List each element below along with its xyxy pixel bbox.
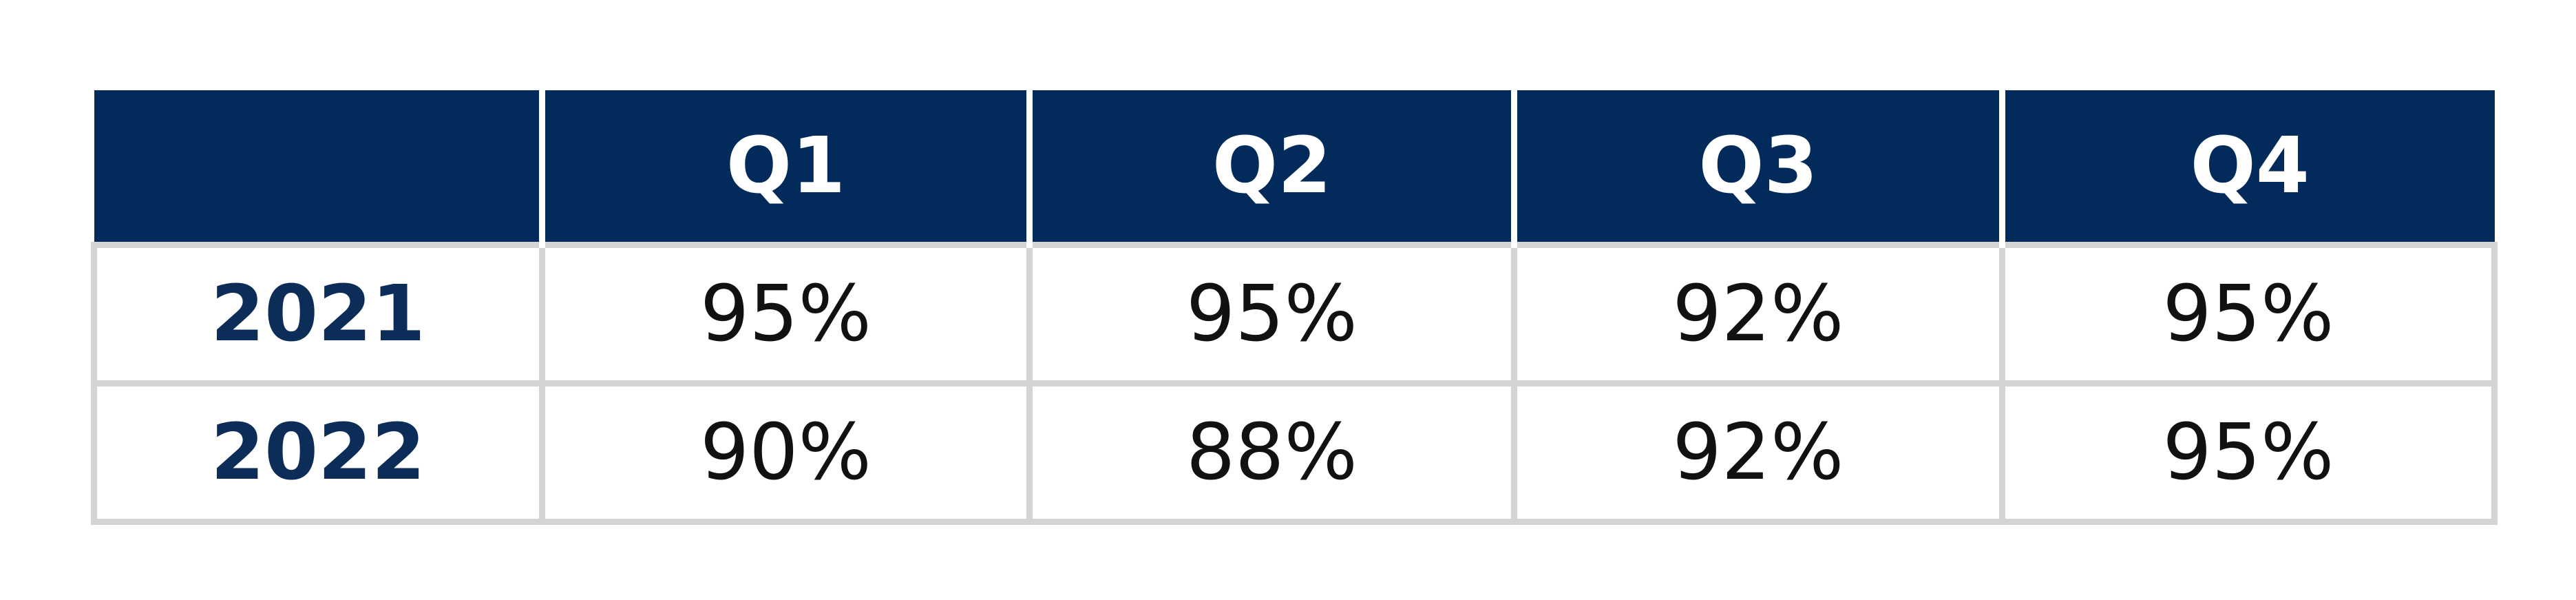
header-cell: Q4: [1999, 90, 2495, 245]
table-row: 2022 90% 88% 92% 95%: [91, 380, 2498, 525]
table-cell: 90%: [539, 380, 1033, 525]
header-cell: Q2: [1026, 90, 1517, 245]
table-cell: 92%: [1511, 242, 2005, 386]
header-cell: Q3: [1511, 90, 2005, 245]
data-table: Q1 Q2 Q3 Q4 2021 95% 95% 92% 95% 2022 90% 88% 92…: [91, 90, 2498, 525]
row-label: 2022: [91, 380, 545, 525]
table-cell: 95%: [1999, 380, 2498, 525]
header-row: Q1 Q2 Q3 Q4: [94, 90, 2495, 245]
table-cell: 95%: [1999, 242, 2498, 386]
table-cell: 88%: [1026, 380, 1517, 525]
header-cell: Q1: [539, 90, 1033, 245]
row-label: 2021: [91, 242, 545, 386]
table-body: 2021 95% 95% 92% 95% 2022 90% 88% 92% 95%: [91, 242, 2498, 525]
table-row: 2021 95% 95% 92% 95%: [91, 242, 2498, 386]
table-cell: 95%: [539, 242, 1033, 386]
corner-cell: [94, 90, 545, 245]
table-cell: 92%: [1511, 380, 2005, 525]
table-cell: 95%: [1026, 242, 1517, 386]
